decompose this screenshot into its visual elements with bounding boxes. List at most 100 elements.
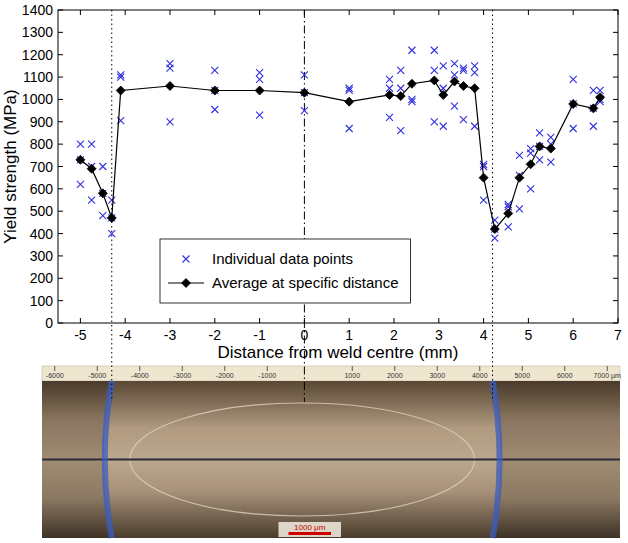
average-marker xyxy=(470,84,479,93)
data-point xyxy=(256,69,263,76)
interface-line xyxy=(42,459,620,461)
ruler-tick xyxy=(437,366,438,371)
data-point xyxy=(256,112,263,119)
legend: Individual data pointsAverage at specifi… xyxy=(160,239,411,303)
ruler-label: 7000 µm xyxy=(594,372,622,380)
haz-boundary xyxy=(493,381,500,538)
y-tick xyxy=(613,300,618,301)
y-tick xyxy=(58,10,63,11)
y-tick-label: 1000 xyxy=(22,91,53,107)
data-point xyxy=(491,226,498,233)
average-marker xyxy=(116,86,125,95)
data-point xyxy=(480,197,487,204)
average-marker xyxy=(596,93,605,102)
y-tick xyxy=(613,188,618,189)
ruler-tick xyxy=(564,366,565,371)
data-point xyxy=(408,98,415,105)
average-marker xyxy=(459,82,468,91)
y-tick xyxy=(58,121,63,122)
x-tick xyxy=(214,318,215,323)
data-point xyxy=(471,123,478,130)
x-tick xyxy=(618,318,619,323)
x-tick xyxy=(438,10,439,15)
x-tick-label: -4 xyxy=(119,327,132,343)
y-tick-label: 1200 xyxy=(22,47,53,63)
x-tick-label: 4 xyxy=(480,327,488,343)
average-marker xyxy=(589,104,598,113)
data-point xyxy=(301,89,308,96)
x-tick xyxy=(394,10,395,15)
data-point xyxy=(536,156,543,163)
micrograph-image xyxy=(42,381,620,538)
average-marker xyxy=(407,79,416,88)
y-tick xyxy=(58,233,63,234)
plot-area xyxy=(58,10,618,323)
scale-bar-bg xyxy=(279,522,342,537)
data-point xyxy=(397,67,404,74)
y-tick xyxy=(613,77,618,78)
x-axis-title: Distance from weld centre (mm) xyxy=(218,343,459,362)
x-tick xyxy=(170,10,171,15)
x-tick xyxy=(528,10,529,15)
data-point xyxy=(516,152,523,159)
ruler-label: -4000 xyxy=(131,372,149,379)
y-tick xyxy=(613,99,618,100)
data-point xyxy=(346,87,353,94)
x-tick xyxy=(304,318,305,323)
ruler xyxy=(42,366,620,381)
average-marker xyxy=(479,173,488,182)
ruler-label: 2000 xyxy=(387,372,403,379)
data-point xyxy=(505,223,512,230)
data-point xyxy=(527,185,534,192)
x-tick xyxy=(259,10,260,15)
average-marker xyxy=(76,155,85,164)
data-point xyxy=(256,76,263,83)
data-point xyxy=(77,141,84,148)
data-point xyxy=(386,76,393,83)
y-tick xyxy=(613,121,618,122)
y-tick xyxy=(58,300,63,301)
x-tick-label: 0 xyxy=(301,327,309,343)
x-tick xyxy=(573,10,574,15)
y-tick-label: 1100 xyxy=(23,69,53,85)
average-marker xyxy=(87,164,96,173)
ruler-label: 6000 xyxy=(557,372,573,379)
data-point xyxy=(431,118,438,125)
data-point xyxy=(527,150,534,157)
y-tick xyxy=(58,323,63,324)
average-marker xyxy=(526,160,535,169)
ruler-tick xyxy=(54,366,55,371)
y-tick-label: 1300 xyxy=(22,24,53,40)
average-marker xyxy=(300,88,309,97)
data-point xyxy=(590,105,597,112)
average-marker xyxy=(210,86,219,95)
x-tick xyxy=(618,10,619,15)
legend-label: Individual data points xyxy=(212,250,353,267)
data-point xyxy=(386,114,393,121)
legend-marker xyxy=(182,279,191,288)
data-point xyxy=(346,125,353,132)
data-point xyxy=(570,76,577,83)
x-tick xyxy=(259,318,260,323)
data-point xyxy=(211,106,218,113)
data-point xyxy=(108,197,115,204)
haz-boundary xyxy=(105,381,112,538)
x-tick xyxy=(438,318,439,323)
ruler-tick xyxy=(352,366,353,371)
marks xyxy=(76,47,605,242)
average-marker xyxy=(430,76,439,85)
y-tick xyxy=(58,211,63,212)
x-tick xyxy=(125,10,126,15)
data-point xyxy=(440,62,447,69)
average-marker xyxy=(345,97,354,106)
x-tick xyxy=(349,10,350,15)
data-point xyxy=(547,159,554,166)
average-marker xyxy=(255,86,264,95)
ruler-tick xyxy=(607,366,608,371)
data-point xyxy=(590,87,597,94)
data-point xyxy=(547,134,554,141)
x-tick xyxy=(304,10,305,15)
x-tick-label: -3 xyxy=(164,327,177,343)
data-point xyxy=(211,87,218,94)
data-point xyxy=(397,127,404,134)
